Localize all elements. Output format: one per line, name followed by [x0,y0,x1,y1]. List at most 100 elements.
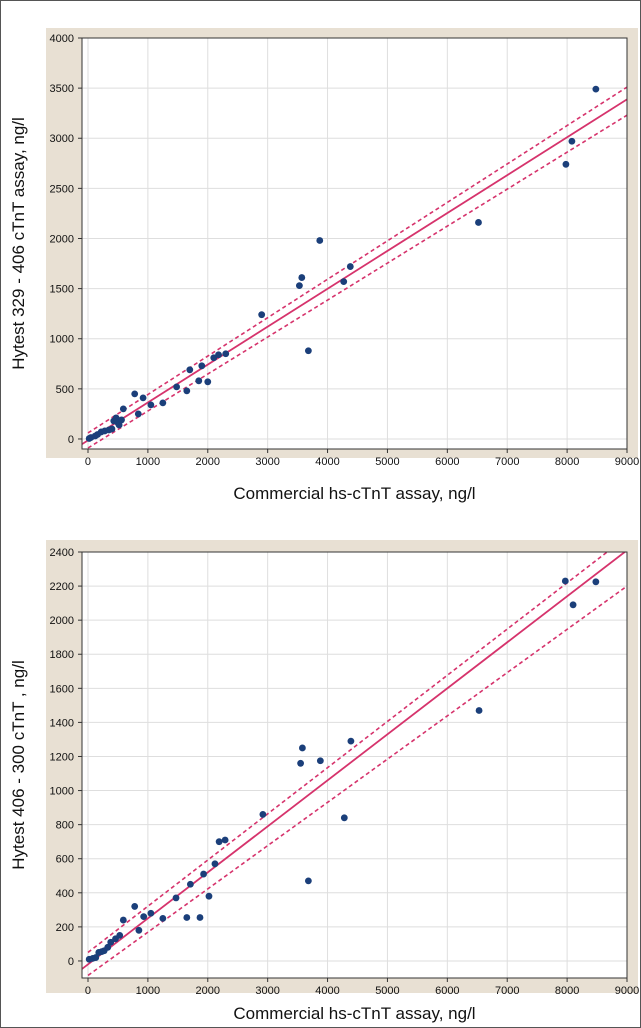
data-point [183,387,191,395]
y-tick-label: 800 [56,820,74,832]
data-point [297,759,304,767]
plot-border [81,37,628,450]
y-tick-label: 2000 [50,233,74,245]
y-tick-label: 1000 [50,334,74,346]
data-point [204,378,212,386]
data-point [159,914,167,922]
data-point [475,219,482,226]
chart-panel-2: 0 1000 2000 3000 4000 5000 6000 7000 8000 9000 0 20… [0,512,641,1028]
data-point [316,757,324,765]
x-tick-label: 5000 [375,456,399,468]
y-tick-label: 2400 [50,547,74,559]
data-point [198,362,206,370]
x-tick-label: 8000 [555,456,579,468]
data-point [196,914,204,921]
data-point [140,913,148,921]
data-point [569,601,577,609]
data-point [200,870,207,878]
data-point [347,737,355,745]
data-point [119,405,127,413]
x-tick-label: 6000 [435,456,459,468]
y-tick-label: 500 [56,384,74,396]
data-point [562,160,570,168]
plot-border [81,551,628,979]
data-point [298,744,306,752]
data-point [215,351,222,359]
data-point [221,836,229,844]
x-tick-label: 3000 [255,456,279,468]
x-axis-label: Commercial hs-cTnT assay, ng/l [233,484,475,503]
x-tick-label: 6000 [435,985,459,997]
confidence-band-lower [87,585,627,977]
y-tick-label: 600 [56,854,74,866]
y-tick-label: 1800 [50,649,74,661]
data-point [568,137,576,145]
x-tick-label: 1000 [136,456,160,468]
data-point [475,707,483,714]
data-point [92,954,100,961]
data-point [304,347,312,355]
data-point [135,926,143,934]
data-point [304,877,312,885]
data-point [173,383,181,391]
y-tick-label: 0 [68,434,74,446]
y-tick-label: 400 [56,888,74,900]
x-tick-label: 1000 [136,985,160,997]
data-point [211,860,219,868]
data-point [316,237,324,244]
x-axis-label: Commercial hs-cTnT assay, ng/l [233,1004,475,1023]
data-point [340,814,348,822]
data-point [159,399,167,407]
data-point [215,838,223,846]
y-tick-label: 2500 [50,183,74,195]
data-point [147,909,155,917]
y-tick-label: 1200 [50,751,74,763]
y-tick-label: 4000 [50,33,74,45]
y-tick-label: 3500 [50,83,74,95]
y-tick-label: 1000 [50,786,74,798]
y-tick-label: 1600 [50,683,74,695]
plot-area [82,552,627,978]
regression-line [82,552,627,970]
chart-2-svg: 0 1000 2000 3000 4000 5000 6000 7000 8000 9000 0 20… [9,540,639,1023]
confidence-band-upper [87,552,609,954]
data-point [222,350,230,358]
y-tick-label: 3000 [50,133,74,145]
chart-panel-1: 0 1000 2000 3000 4000 5000 6000 7000 8000 9000 0 50… [0,0,641,510]
data-point [172,894,180,902]
data-point [147,401,155,409]
y-tick-label: 1500 [50,284,74,296]
data-point [258,311,266,319]
chart-1-svg: 0 1000 2000 3000 4000 5000 6000 7000 8000 9000 0 50… [9,28,639,503]
data-point [119,916,127,924]
data-point [131,903,139,910]
x-tick-label: 7000 [495,456,519,468]
x-tick-label: 4000 [315,985,339,997]
data-point [118,416,125,424]
y-axis-label: Hytest 329 - 406 cTnT assay, ng/l [9,117,28,370]
confidence-band-lower [87,114,627,449]
data-point [116,932,124,939]
x-tick-label: 7000 [495,985,519,997]
x-tick-label: 9000 [615,985,639,997]
x-tick-label: 3000 [255,985,279,997]
y-tick-label: 200 [56,922,74,934]
data-point [131,390,139,398]
data-point [104,943,112,951]
data-point [108,425,116,433]
data-point [134,410,142,418]
y-tick-label: 0 [68,956,74,968]
x-tick-label: 9000 [615,456,639,468]
data-point [187,880,194,888]
data-point [186,366,194,374]
data-point [592,85,600,93]
plot-area [82,38,627,449]
data-point [259,811,267,818]
regression-line [82,98,627,445]
data-point [296,282,303,290]
data-point [346,263,354,270]
y-tick-label: 2200 [50,581,74,593]
x-tick-label: 4000 [315,456,339,468]
data-point [205,892,213,900]
x-tick-label: 0 [85,985,91,997]
